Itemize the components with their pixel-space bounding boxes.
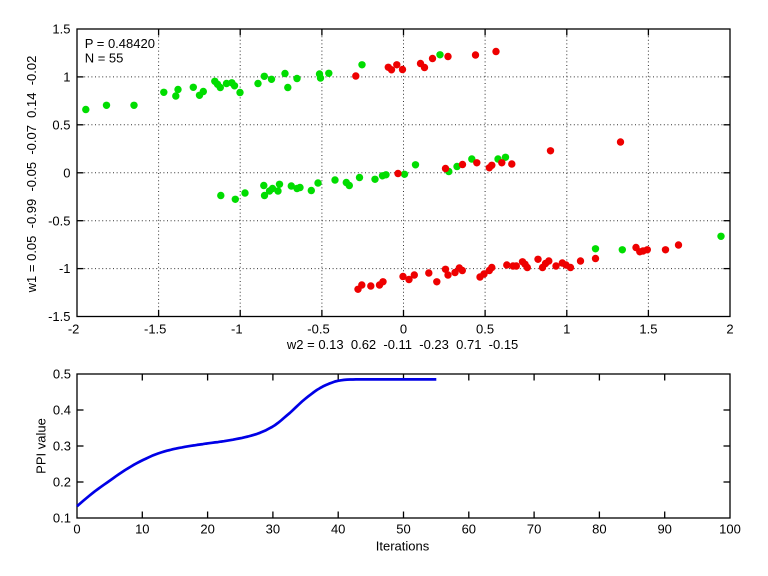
svg-text:1.5: 1.5 [639,321,657,336]
svg-text:0.4: 0.4 [53,403,71,418]
svg-text:90: 90 [657,522,671,537]
svg-text:-1.5: -1.5 [48,309,70,324]
svg-text:80: 80 [592,522,606,537]
svg-text:40: 40 [331,522,345,537]
svg-text:20: 20 [200,522,214,537]
svg-text:0.5: 0.5 [53,367,71,382]
svg-text:2: 2 [726,321,733,336]
svg-text:60: 60 [462,522,476,537]
svg-text:10: 10 [135,522,149,537]
svg-text:0.3: 0.3 [53,439,71,454]
svg-text:0.5: 0.5 [476,321,494,336]
svg-text:30: 30 [266,522,280,537]
svg-text:0: 0 [73,522,80,537]
svg-text:100: 100 [719,522,741,537]
svg-text:w2 = 0.13 0.62 -0.11 -0.23: w2 = 0.13 0.62 -0.11 -0.23 0.71 -0.15 [286,337,518,352]
svg-text:50: 50 [396,522,410,537]
svg-text:1: 1 [63,70,70,85]
svg-text:0: 0 [63,165,70,180]
svg-text:Iterations: Iterations [376,538,430,553]
svg-text:N = 55: N = 55 [85,50,124,65]
svg-text:70: 70 [527,522,541,537]
svg-text:0.1: 0.1 [53,511,71,526]
svg-text:-0.5: -0.5 [48,213,70,228]
svg-text:w1 = 0.05 -0.99 -0.05 -0.07: w1 = 0.05 -0.99 -0.05 -0.07 0.14 -0.02 [24,56,39,294]
svg-text:-0.5: -0.5 [307,321,329,336]
svg-text:1: 1 [563,321,570,336]
svg-text:PPI value: PPI value [34,418,49,474]
svg-text:0.5: 0.5 [52,117,70,132]
svg-text:-1.5: -1.5 [144,321,166,336]
svg-text:0.2: 0.2 [53,475,71,490]
svg-text:0: 0 [400,321,407,336]
svg-text:P = 0.48420: P = 0.48420 [85,36,155,51]
svg-text:-2: -2 [68,321,80,336]
svg-text:-1: -1 [59,261,71,276]
svg-text:1.5: 1.5 [52,22,70,37]
svg-text:-1: -1 [231,321,243,336]
